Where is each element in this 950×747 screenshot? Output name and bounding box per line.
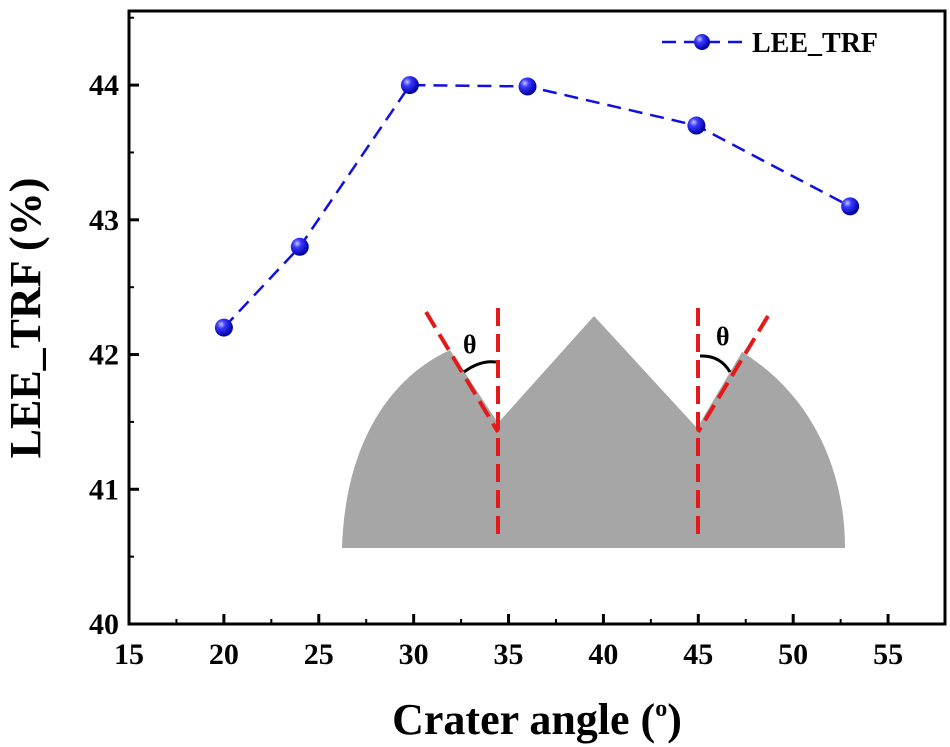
crater-inset: θ θ bbox=[342, 308, 845, 548]
right-angle-arc bbox=[699, 354, 732, 373]
data-point bbox=[841, 197, 860, 216]
x-tick-label: 50 bbox=[778, 638, 808, 671]
data-point bbox=[518, 77, 537, 96]
x-tick-label: 45 bbox=[683, 638, 713, 671]
series-line bbox=[222, 83, 851, 329]
data-point bbox=[290, 237, 309, 256]
y-tick-label: 40 bbox=[89, 608, 119, 641]
x-tick-label: 15 bbox=[114, 638, 144, 671]
data-point bbox=[214, 318, 233, 337]
y-axis: 40 41 42 43 44 bbox=[89, 16, 139, 641]
x-axis-title-degree: o bbox=[655, 696, 667, 722]
y-axis-title: LEE_TRF (%) bbox=[1, 178, 50, 459]
x-axis-title: Crater angle (o) bbox=[392, 695, 682, 744]
y-tick-label: 42 bbox=[89, 339, 119, 372]
legend-marker bbox=[694, 34, 710, 50]
x-tick-label: 35 bbox=[494, 638, 524, 671]
legend-label: LEE_TRF bbox=[752, 28, 878, 59]
x-axis-title-close: ) bbox=[667, 695, 682, 744]
crater-shape bbox=[342, 316, 845, 548]
right-theta-label: θ bbox=[716, 322, 730, 351]
y-tick-label: 43 bbox=[89, 204, 119, 237]
y-tick-label: 44 bbox=[89, 69, 119, 102]
legend: LEE_TRF bbox=[662, 28, 878, 59]
left-theta-label: θ bbox=[463, 330, 477, 359]
x-tick-label: 30 bbox=[399, 638, 429, 671]
right-slant-guide bbox=[696, 314, 770, 434]
left-angle-arc bbox=[463, 360, 497, 374]
data-point bbox=[687, 116, 706, 135]
x-tick-label: 40 bbox=[588, 638, 618, 671]
left-slant-guide bbox=[424, 310, 500, 434]
plot-frame bbox=[127, 9, 947, 626]
x-axis-title-main: Crater angle ( bbox=[392, 695, 655, 744]
x-tick-label: 25 bbox=[304, 638, 334, 671]
data-point bbox=[400, 76, 419, 95]
x-axis: 15 20 25 30 35 40 45 50 55 bbox=[114, 614, 903, 671]
x-tick-label: 55 bbox=[873, 638, 903, 671]
y-tick-label: 41 bbox=[89, 473, 119, 506]
x-tick-label: 20 bbox=[209, 638, 239, 671]
series-layer bbox=[214, 76, 860, 337]
